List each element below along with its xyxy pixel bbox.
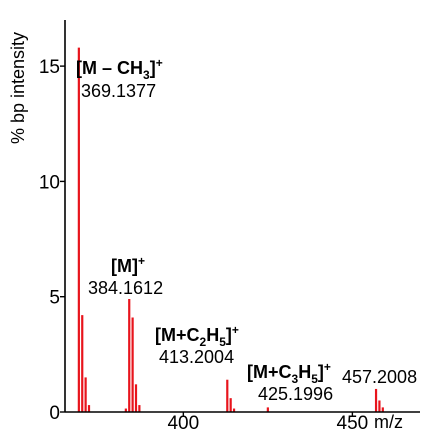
annotation-mass-1: 369.1377 bbox=[81, 81, 156, 101]
annotations-group: [M – CH3]+ 369.1377 [M]+ 384.1612 [M+C2H… bbox=[76, 56, 417, 404]
x-ticks-group: 400 450 bbox=[167, 412, 368, 430]
annotation-1-part-1: [M – CH bbox=[76, 58, 143, 78]
annotation-4-part-1: [M+C bbox=[247, 362, 292, 382]
annotation-3-part-1: [M+C bbox=[155, 325, 200, 345]
x-axis-label: m/z bbox=[374, 412, 403, 430]
annotation-mass-5: 457.2008 bbox=[342, 367, 417, 387]
x-tick-label-1: 400 bbox=[167, 413, 199, 430]
annotation-1-part-4: + bbox=[156, 56, 163, 70]
annotation-mass-3: 413.2004 bbox=[159, 347, 234, 367]
annotation-3-part-6: + bbox=[232, 323, 239, 337]
annotation-formula-2: [M]+ bbox=[111, 254, 145, 276]
annotation-mass-4: 425.1996 bbox=[258, 384, 333, 404]
annotation-3-part-3: H bbox=[206, 325, 219, 345]
annotation-formula-4: [M+C3H5]+ bbox=[247, 360, 331, 386]
y-tick-label-1: 0 bbox=[49, 403, 60, 424]
annotation-3-part-5: ] bbox=[226, 325, 232, 345]
x-tick-label-2: 450 bbox=[337, 413, 369, 430]
y-tick-label-3: 10 bbox=[39, 172, 60, 193]
annotation-4-part-4: 5 bbox=[311, 372, 318, 386]
y-axis-label: % bp intensity bbox=[8, 32, 28, 144]
annotation-4-part-5: ] bbox=[318, 362, 324, 382]
y-tick-label-4: 15 bbox=[39, 57, 60, 78]
annotation-mass-2: 384.1612 bbox=[88, 278, 163, 298]
annotation-4-part-6: + bbox=[324, 360, 331, 374]
y-tick-label-2: 5 bbox=[49, 288, 60, 309]
annotation-4-part-2: 3 bbox=[292, 372, 299, 386]
annotation-1-part-3: ] bbox=[150, 58, 156, 78]
annotation-2-part-1: [M] bbox=[111, 256, 138, 276]
y-ticks-group: 0 5 10 15 bbox=[39, 57, 65, 424]
annotation-formula-3: [M+C2H5]+ bbox=[155, 323, 239, 349]
annotation-3-part-4: 5 bbox=[219, 335, 226, 349]
annotation-2-part-2: + bbox=[138, 254, 145, 268]
annotation-3-part-2: 2 bbox=[200, 335, 207, 349]
annotation-1-part-2: 3 bbox=[143, 68, 150, 82]
annotation-formula-1: [M – CH3]+ bbox=[76, 56, 163, 82]
annotation-4-part-3: H bbox=[298, 362, 311, 382]
